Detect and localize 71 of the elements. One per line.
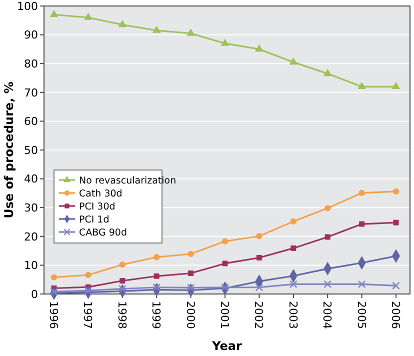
y-tick-label: 90 [24,28,38,42]
x-tick-label: 2004 [320,301,334,329]
legend-label: No revascularization [79,175,176,186]
point [289,280,298,288]
point [255,283,264,292]
y-tick-label: 20 [24,230,38,244]
point [154,273,160,279]
point [186,284,195,292]
point [220,38,230,46]
point [222,260,228,266]
point [324,280,332,288]
point [84,12,92,20]
x-tick-label: 1998 [115,301,128,329]
point [358,82,366,90]
y-tick-label: 0 [31,288,38,301]
legend-label: PCI 1d [79,214,110,226]
y-tick-label: 100 [17,0,38,13]
x-tick-label: 1996 [47,301,60,329]
x-axis-title: Year [211,339,242,353]
point [392,188,400,195]
x-tick-label: 1999 [150,301,163,329]
point [393,220,399,226]
x-tick-label: 2000 [184,301,197,329]
point [392,82,400,90]
point [358,190,365,196]
y-axis-title: Use of procedure, % [2,82,16,218]
point [119,262,126,268]
point [152,26,161,33]
y-tick-label: 50 [24,144,38,157]
point [324,205,331,212]
point [290,245,296,251]
x-tick-label: 2001 [218,301,231,329]
point [359,221,365,227]
legend-label: Cath 30d [79,188,122,200]
y-tick-label: 60 [24,115,38,128]
point [188,270,194,276]
point [256,254,262,260]
x-tick-label: 2006 [389,301,402,329]
x-tick-label: 2005 [354,301,368,329]
point [50,274,58,280]
point [186,28,195,36]
point [289,57,298,65]
point [358,280,366,288]
point [120,278,126,284]
point [221,283,229,292]
legend-label: CABG 90d [79,227,127,238]
x-tick-label: 2003 [286,301,300,329]
point [84,286,92,294]
point [188,250,194,258]
point [152,283,161,292]
point [154,254,160,260]
point [85,272,92,278]
point [256,233,262,240]
point [255,44,264,52]
point [290,218,296,225]
point [50,288,58,296]
point [323,68,332,76]
point [118,20,127,28]
y-tick-label: 40 [24,172,38,186]
point [324,234,330,240]
point [222,238,228,244]
legend-label: PCI 30d [79,201,116,212]
y-tick-label: 30 [24,201,38,214]
point [118,284,126,293]
y-tick-label: 70 [24,86,38,100]
point [50,10,58,18]
x-tick-label: 2002 [252,301,266,329]
y-tick-label: 80 [24,57,38,70]
y-tick-label: 10 [24,259,38,272]
point [392,282,400,290]
x-tick-label: 1997 [81,301,94,329]
